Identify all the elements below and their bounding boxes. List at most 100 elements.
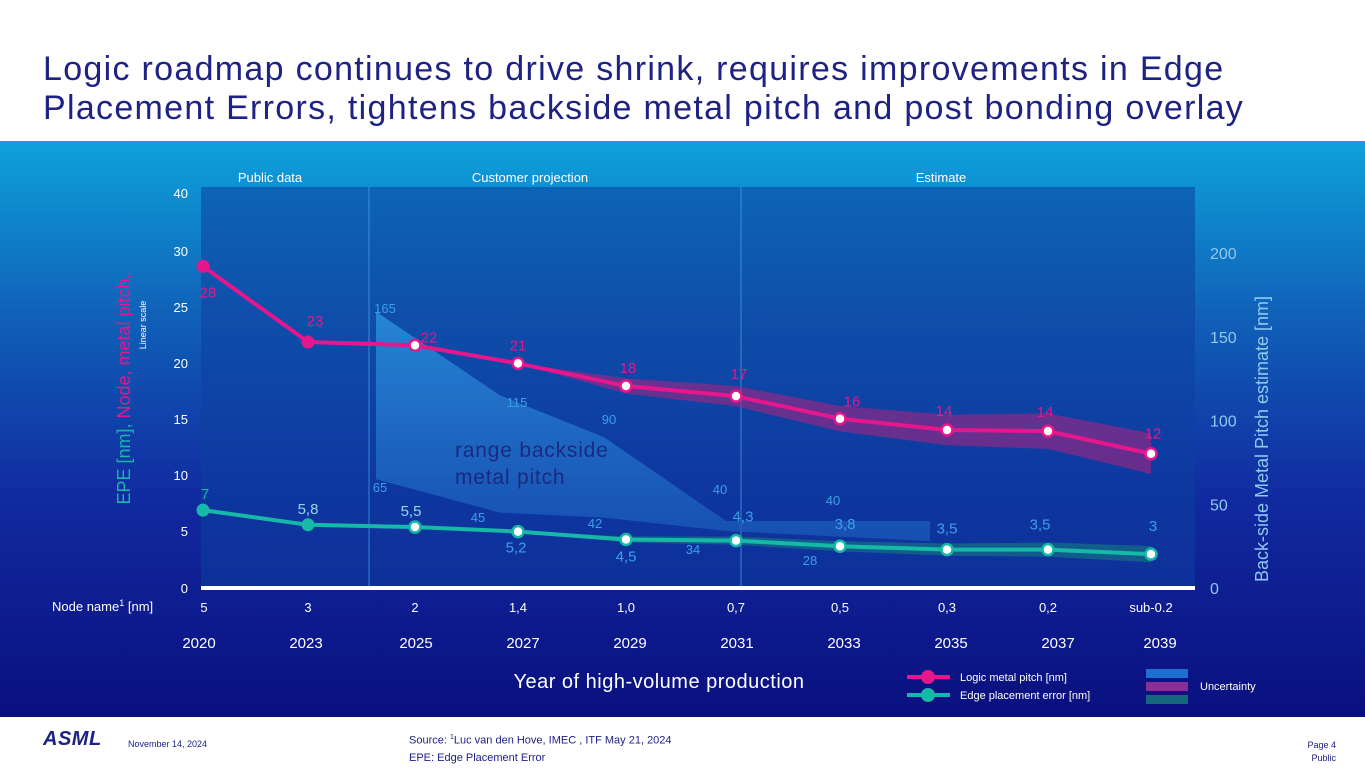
epe-value-label: 5,5 [401, 503, 422, 520]
section-label: Estimate [916, 170, 967, 185]
legend-pitch-label: Logic metal pitch [nm] [960, 672, 1067, 684]
backside-lower-label: 65 [373, 480, 387, 495]
pitch-value-label: 28 [200, 284, 217, 301]
backside-upper-label: 90 [602, 412, 616, 427]
year-label: 2039 [1143, 635, 1176, 652]
pitch-point [833, 411, 847, 426]
pitch-value-label: 14 [936, 403, 953, 420]
y-right-tick-label: 100 [1210, 414, 1237, 431]
epe-point [511, 524, 525, 539]
footer-source: Source: 1Luc van den Hove, IMEC , ITF Ma… [409, 734, 672, 764]
node-label: 1,0 [617, 600, 635, 615]
epe-point [1144, 547, 1158, 561]
y-left-tick-label: 20 [174, 356, 188, 371]
y-right-axis-title: Back-side Metal Pitch estimate [nm] [1252, 296, 1272, 582]
year-label: 2029 [613, 635, 646, 652]
node-label: 1,4 [509, 600, 527, 615]
y-left-tick-label: 30 [174, 244, 188, 259]
epe-value-label: 5,2 [506, 540, 527, 557]
year-label: 2023 [289, 635, 322, 652]
backside-lower-label: 34 [686, 542, 700, 557]
epe-point [301, 518, 315, 532]
epe-point [729, 533, 743, 548]
legend-epe-marker [921, 688, 935, 702]
year-label: 2033 [827, 635, 860, 652]
pitch-value-label: 21 [510, 337, 527, 354]
epe-point [940, 542, 954, 557]
y-left-tick-label: 40 [174, 186, 188, 201]
node-label: 3 [304, 600, 311, 615]
footer-page: Page 4 Public [1307, 740, 1336, 763]
pitch-value-label: 12 [1145, 426, 1162, 443]
pitch-value-label: 16 [844, 394, 861, 411]
node-label: 0,5 [831, 600, 849, 615]
legend-epe-label: Edge placement error [nm] [960, 690, 1090, 702]
y-right-tick-label: 50 [1210, 497, 1228, 514]
y-left-tick-label: 5 [181, 524, 188, 539]
pitch-point [301, 335, 315, 349]
backside-range-label: metal pitch [455, 466, 565, 489]
roadmap-chart: Public data Customer projection Estimate05… [52, 170, 1272, 704]
y-left-axis-title: EPE [nm], Node, metal pitch, [114, 273, 134, 504]
backside-upper-label: 165 [374, 301, 396, 316]
epe-value-label: 4,3 [733, 509, 754, 526]
section-label: Public data [238, 170, 303, 185]
node-label: 0,3 [938, 600, 956, 615]
epe-point [619, 532, 633, 547]
backside-lower-label: 28 [803, 553, 817, 568]
pitch-value-label: 14 [1037, 404, 1054, 421]
pitch-point [511, 356, 525, 371]
backside-range-label: range backside [455, 439, 609, 462]
asml-logo: ASML [42, 728, 105, 753]
year-label: 2020 [182, 635, 215, 652]
node-label: sub-0.2 [1129, 600, 1172, 615]
legend-pitch-marker [921, 670, 935, 684]
legend-uncertainty-label: Uncertainty [1200, 681, 1256, 693]
backside-upper-label: 115 [507, 395, 528, 410]
pitch-point [408, 338, 422, 353]
pitch-value-label: 18 [620, 360, 637, 377]
epe-value-label: 3,5 [1030, 517, 1051, 534]
backside-range-area [376, 311, 930, 542]
epe-value-label: 3,5 [937, 521, 958, 538]
pitch-line [201, 264, 1152, 456]
epe-value-label: 3,8 [835, 516, 856, 533]
backside-upper-label: 40 [713, 482, 727, 497]
node-label: 0,2 [1039, 600, 1057, 615]
backside-lower-label: 45 [471, 510, 485, 525]
legend-uncertainty-teal [1146, 695, 1188, 704]
y-right-tick-label: 0 [1210, 581, 1219, 598]
pitch-value-label: 23 [307, 313, 324, 330]
legend-uncertainty-purple [1146, 682, 1188, 691]
backside-upper-label: 40 [826, 493, 840, 508]
footer-date: November 14, 2024 [128, 739, 208, 749]
epe-point [196, 503, 210, 517]
y-left-tick-label: 10 [174, 468, 188, 483]
section-label: Customer projection [472, 170, 588, 185]
epe-point [1041, 542, 1055, 557]
epe-point [408, 520, 422, 534]
pitch-point [196, 259, 210, 273]
page-title: Logic roadmap continues to drive shrink,… [43, 50, 1245, 127]
node-label: 2 [411, 600, 418, 615]
backside-lower-label: 42 [588, 516, 602, 531]
svg-text:ASML: ASML [43, 728, 102, 748]
year-label: 2027 [506, 635, 539, 652]
y-left-tick-label: 15 [174, 412, 188, 427]
y-left-tick-label: 0 [181, 581, 188, 596]
node-label: 5 [200, 600, 207, 615]
pitch-value-label: 17 [731, 366, 748, 383]
y-right-tick-label: 200 [1210, 246, 1237, 263]
epe-value-label: 7 [201, 486, 209, 503]
year-label: 2031 [720, 635, 753, 652]
pitch-point [940, 423, 954, 437]
epe-point [833, 539, 847, 553]
pitch-point [729, 389, 743, 403]
epe-value-label: 3 [1149, 518, 1157, 535]
pitch-point [1144, 446, 1158, 461]
node-label: 0,7 [727, 600, 745, 615]
epe-line [202, 508, 1152, 557]
year-label: 2025 [399, 635, 432, 652]
year-label: 2035 [934, 635, 967, 652]
x-axis-title: Year of high-volume production [513, 671, 804, 693]
